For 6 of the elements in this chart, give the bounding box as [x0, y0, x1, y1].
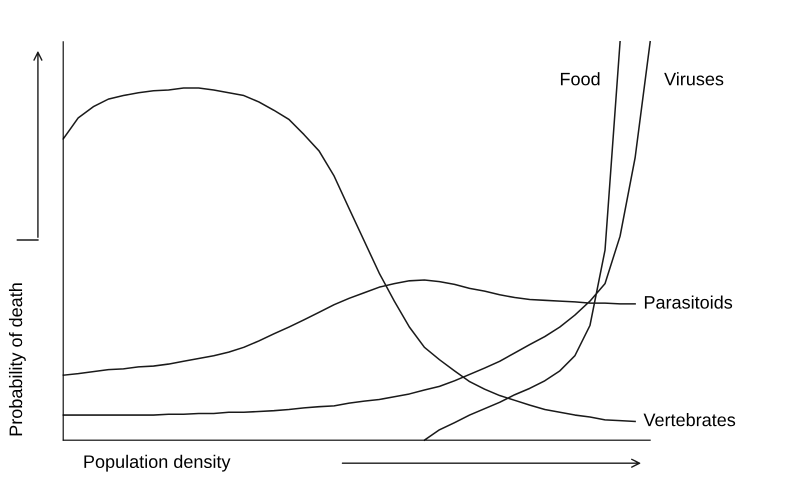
x-axis-title: Population density	[84, 454, 230, 472]
series-label: Viruses	[664, 72, 724, 86]
series-label: Parasitoids	[644, 295, 732, 309]
series-label: Vertebrates	[644, 413, 736, 426]
y-axis-title: Probability of death	[8, 283, 26, 436]
series-label: Food	[560, 72, 600, 86]
